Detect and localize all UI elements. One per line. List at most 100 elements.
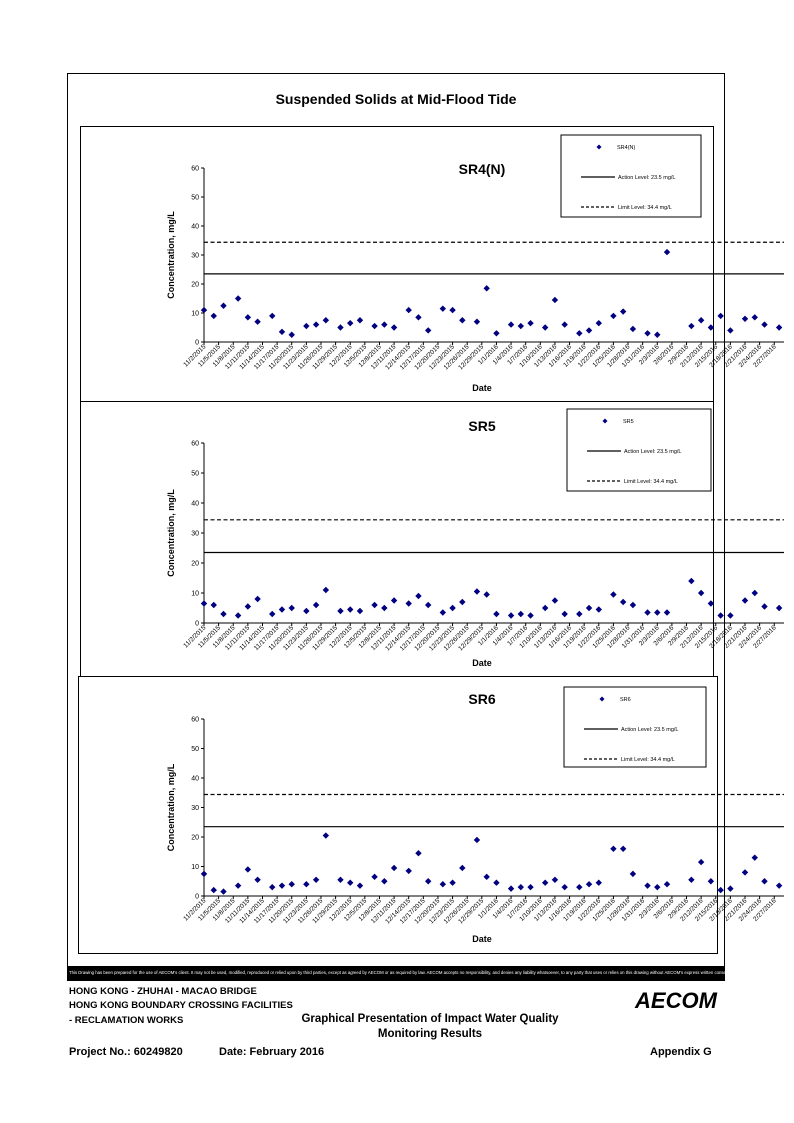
y-tick-label: 40 bbox=[191, 224, 199, 231]
data-point bbox=[688, 876, 695, 883]
data-point bbox=[278, 328, 286, 336]
data-point bbox=[741, 597, 749, 604]
data-point bbox=[347, 319, 354, 327]
data-point bbox=[483, 873, 490, 881]
y-tick-label: 40 bbox=[191, 501, 199, 508]
data-point bbox=[576, 883, 583, 891]
page-title: Suspended Solids at Mid-Flood Tide bbox=[275, 91, 517, 107]
data-point bbox=[288, 331, 295, 338]
project-name-line1: HONG KONG - ZHUHAI - MACAO BRIDGE bbox=[69, 986, 257, 997]
data-point bbox=[595, 879, 602, 886]
data-point bbox=[517, 610, 525, 618]
legend-label-series: SR5 bbox=[623, 419, 634, 425]
data-point bbox=[312, 601, 320, 609]
data-point bbox=[425, 327, 432, 334]
data-point bbox=[619, 308, 627, 315]
data-point bbox=[619, 598, 627, 606]
data-point bbox=[269, 312, 276, 320]
data-point bbox=[654, 331, 661, 338]
data-point bbox=[473, 836, 481, 844]
data-point bbox=[244, 314, 252, 321]
legend-marker bbox=[596, 144, 602, 150]
data-point bbox=[663, 609, 671, 616]
data-point bbox=[254, 318, 261, 325]
data-point bbox=[210, 601, 217, 609]
y-tick-label: 0 bbox=[195, 894, 199, 901]
data-point bbox=[220, 610, 227, 618]
y-tick-label: 30 bbox=[191, 805, 199, 812]
data-point bbox=[415, 850, 422, 857]
data-point bbox=[761, 321, 768, 328]
data-point bbox=[697, 317, 705, 324]
data-point bbox=[654, 609, 661, 616]
data-point bbox=[629, 870, 637, 878]
disclaimer-bar: This Drawing has been prepared for the u… bbox=[67, 966, 725, 980]
y-tick-label: 20 bbox=[191, 835, 199, 842]
appendix-label: Appendix G bbox=[650, 1046, 712, 1058]
y-tick-label: 30 bbox=[191, 253, 199, 260]
data-point bbox=[610, 845, 617, 852]
data-point bbox=[585, 881, 593, 888]
y-tick-label: 10 bbox=[191, 591, 199, 598]
data-point bbox=[234, 882, 242, 889]
data-point bbox=[473, 318, 481, 325]
y-tick-label: 10 bbox=[191, 864, 199, 871]
data-point bbox=[303, 322, 310, 330]
y-tick-label: 0 bbox=[195, 621, 199, 628]
data-point bbox=[200, 306, 208, 314]
data-point bbox=[254, 595, 261, 603]
data-point bbox=[483, 285, 490, 292]
data-point bbox=[707, 324, 715, 331]
chart-title-sr6: SR6 bbox=[468, 691, 495, 707]
data-point bbox=[551, 296, 559, 304]
data-point bbox=[459, 317, 466, 324]
project-name-line2: HONG KONG BOUNDARY CROSSING FACILITIES bbox=[69, 1000, 293, 1011]
aecom-logo: AECOM bbox=[634, 988, 718, 1012]
data-point bbox=[493, 879, 500, 886]
data-point bbox=[449, 604, 456, 612]
data-point bbox=[288, 881, 295, 888]
data-point bbox=[269, 883, 276, 891]
data-point bbox=[337, 607, 344, 615]
data-point bbox=[347, 606, 354, 613]
data-point bbox=[610, 312, 617, 320]
page-frame bbox=[67, 73, 725, 981]
legend-marker bbox=[602, 418, 608, 424]
data-point bbox=[507, 612, 515, 619]
y-tick-label: 10 bbox=[191, 311, 199, 318]
data-point bbox=[507, 321, 515, 328]
chart-panel-sr4n: SR4(N) 0 10 20 30 40 50 60 11/2/2015 11/5/2015 11/… bbox=[80, 126, 784, 402]
data-point bbox=[644, 882, 651, 889]
data-point bbox=[688, 322, 695, 330]
data-point bbox=[312, 321, 320, 328]
data-point bbox=[561, 321, 568, 328]
data-point bbox=[527, 612, 534, 619]
data-point bbox=[312, 876, 320, 883]
data-point bbox=[541, 324, 549, 331]
data-point bbox=[244, 866, 252, 873]
legend-label-action: Action Level: 23.5 mg/L bbox=[624, 449, 681, 455]
data-point bbox=[741, 315, 749, 322]
data-point bbox=[751, 589, 758, 597]
y-tick-label: 0 bbox=[195, 340, 199, 347]
y-tick-label: 60 bbox=[191, 441, 199, 448]
chart-panel-sr5: SR5 0 10 20 30 40 50 60 11/2/2015 11/5/2015 11/8/2… bbox=[80, 401, 784, 677]
y-axis-label: Concentration, mg/L bbox=[166, 211, 176, 299]
y-tick-label: 50 bbox=[191, 746, 199, 753]
data-point bbox=[585, 327, 593, 334]
data-point bbox=[527, 883, 534, 891]
legend-label-limit: Limit Level: 34.4 mg/L bbox=[624, 479, 678, 485]
data-point bbox=[371, 601, 378, 609]
data-point bbox=[551, 597, 559, 604]
data-point bbox=[761, 603, 768, 610]
data-point bbox=[356, 317, 364, 324]
aecom-logo-text: AECOM bbox=[634, 988, 718, 1012]
data-point bbox=[595, 319, 602, 327]
chart-title-sr4n: SR4(N) bbox=[459, 161, 506, 177]
y-axis-label: Concentration, mg/L bbox=[166, 489, 176, 577]
data-point bbox=[449, 306, 456, 314]
data-point bbox=[449, 879, 456, 886]
x-axis-label: Date bbox=[472, 934, 492, 944]
data-point bbox=[210, 312, 217, 320]
y-tick-label: 40 bbox=[191, 776, 199, 783]
